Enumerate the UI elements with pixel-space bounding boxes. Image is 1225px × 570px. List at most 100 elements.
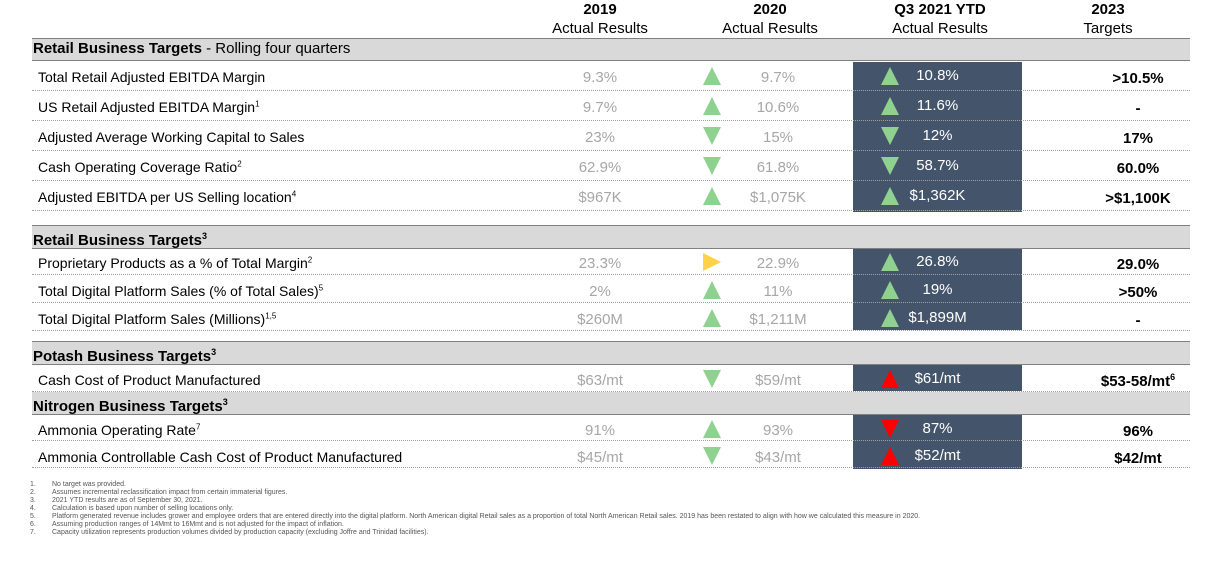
trend-flat-icon bbox=[703, 253, 721, 271]
value-2019: 2% bbox=[589, 283, 611, 300]
trend-up-icon bbox=[703, 67, 721, 85]
trend-up-icon bbox=[703, 187, 721, 205]
table-row: Adjusted EBITDA per US Selling location4… bbox=[32, 181, 1190, 211]
header-q3-2021: Q3 2021 YTD Actual Results bbox=[870, 0, 1010, 38]
value-target: $42/mt bbox=[1114, 450, 1162, 467]
value-target: 96% bbox=[1122, 423, 1154, 440]
table-row: Ammonia Controllable Cash Cost of Produc… bbox=[32, 441, 1190, 468]
value-2020: $1,075K bbox=[750, 189, 806, 206]
section-title: Potash Business Targets bbox=[33, 348, 212, 365]
value-2019: 62.9% bbox=[578, 159, 622, 176]
table-row: Total Digital Platform Sales (Millions)1… bbox=[32, 303, 1190, 331]
trend-down-icon bbox=[703, 370, 721, 388]
header-sub: Actual Results bbox=[892, 20, 988, 37]
section-title: Nitrogen Business Targets bbox=[33, 398, 223, 415]
section-header: Potash Business Targets3 bbox=[32, 341, 1190, 365]
row-label: Proprietary Products as a % of Total Mar… bbox=[38, 255, 313, 271]
trend-up-icon bbox=[881, 253, 899, 271]
trend-up-icon bbox=[881, 309, 899, 327]
footnote: 6. Assuming production ranges of 14Mmt to… bbox=[30, 521, 344, 528]
value-target: 17% bbox=[1122, 130, 1154, 147]
section-footnote: 3 bbox=[201, 231, 207, 241]
value-2019: $45/mt bbox=[577, 449, 623, 466]
row-label: Ammonia Controllable Cash Cost of Produc… bbox=[38, 449, 403, 465]
footnote: 2. Assumes incremental reclassification i… bbox=[30, 489, 288, 496]
section-header: Nitrogen Business Targets3 bbox=[32, 392, 1190, 415]
trend-down-icon bbox=[703, 447, 721, 465]
row-label: Ammonia Operating Rate7 bbox=[38, 422, 201, 438]
section-title: Retail Business Targets bbox=[33, 232, 202, 249]
trend-up-icon bbox=[881, 97, 899, 115]
value-2020: 22.9% bbox=[756, 255, 800, 272]
value-2020: 15% bbox=[762, 129, 794, 146]
trend-up-icon bbox=[703, 281, 721, 299]
value-target: 60.0% bbox=[1116, 160, 1160, 177]
header-year: 2023 bbox=[1091, 1, 1125, 18]
value-2020: $1,211M bbox=[749, 311, 807, 328]
trend-up-icon bbox=[703, 97, 721, 115]
value-q3: 12% bbox=[922, 127, 953, 144]
row-label: Adjusted Average Working Capital to Sale… bbox=[38, 129, 305, 145]
value-q3: 26.8% bbox=[916, 253, 959, 270]
value-q3: $52/mt bbox=[914, 447, 961, 464]
value-target: 29.0% bbox=[1116, 256, 1160, 273]
row-label: Cash Cost of Product Manufactured bbox=[38, 372, 261, 388]
value-target: $53-58/mt6 bbox=[1100, 372, 1176, 390]
value-target: - bbox=[1135, 312, 1141, 329]
footnote: 5. Platform generated revenue includes gr… bbox=[30, 513, 921, 520]
section-header: Retail Business Targets3 bbox=[32, 225, 1190, 249]
section-footnote: 3 bbox=[211, 347, 217, 357]
trend-up-icon bbox=[881, 67, 899, 85]
row-label: Total Digital Platform Sales (% of Total… bbox=[38, 283, 324, 299]
header-sub: Targets bbox=[1083, 20, 1133, 37]
value-q3: 19% bbox=[922, 281, 953, 298]
trend-up-red-icon bbox=[881, 370, 899, 388]
value-2020: 93% bbox=[762, 422, 794, 439]
value-q3: 58.7% bbox=[916, 157, 959, 174]
table-row: Adjusted Average Working Capital to Sale… bbox=[32, 121, 1190, 151]
header-year: 2019 bbox=[583, 1, 617, 18]
section-suffix: - Rolling four quarters bbox=[201, 40, 351, 57]
value-2020: $59/mt bbox=[755, 372, 801, 389]
value-2019: $63/mt bbox=[577, 372, 623, 389]
row-label: Total Digital Platform Sales (Millions)1… bbox=[38, 311, 277, 327]
section-title: Retail Business Targets bbox=[33, 40, 202, 57]
value-target: >50% bbox=[1118, 284, 1158, 301]
trend-up-icon bbox=[703, 309, 721, 327]
trend-down-red-icon bbox=[881, 420, 899, 438]
footnote: 4. Calculation is based upon number of se… bbox=[30, 505, 234, 512]
value-2019: 9.7% bbox=[582, 99, 618, 116]
footnote: 3. 2021 YTD results are as of September 3… bbox=[30, 497, 203, 504]
value-2019: 91% bbox=[584, 422, 616, 439]
table-row: US Retail Adjusted EBITDA Margin1 9.7% 1… bbox=[32, 91, 1190, 121]
header-sub: Actual Results bbox=[552, 20, 648, 37]
value-q3: 87% bbox=[922, 420, 953, 437]
table-row: Ammonia Operating Rate7 91% 93% 87% 96% bbox=[32, 414, 1190, 441]
value-2020: 11% bbox=[763, 283, 793, 300]
value-2019: 23% bbox=[584, 129, 616, 146]
header-year: Q3 2021 YTD bbox=[894, 1, 986, 18]
trend-down-icon bbox=[881, 157, 899, 175]
trend-up-icon bbox=[881, 187, 899, 205]
header-2023: 2023 Targets bbox=[1060, 0, 1156, 38]
value-q3: 10.8% bbox=[916, 67, 959, 84]
value-2019: 9.3% bbox=[582, 69, 618, 86]
value-2020: 61.8% bbox=[756, 159, 800, 176]
header-2020: 2020 Actual Results bbox=[715, 0, 825, 38]
table-row: Cash Cost of Product Manufactured $63/mt… bbox=[32, 364, 1190, 392]
header-sub: Actual Results bbox=[722, 20, 818, 37]
value-target: - bbox=[1135, 100, 1141, 117]
row-label: US Retail Adjusted EBITDA Margin1 bbox=[38, 99, 260, 115]
value-2020: $43/mt bbox=[755, 449, 801, 466]
value-2019: $967K bbox=[578, 189, 622, 206]
trend-up-icon bbox=[881, 281, 899, 299]
value-2019: 23.3% bbox=[578, 255, 622, 272]
value-q3: $1,899M bbox=[908, 309, 967, 326]
table-row: Total Retail Adjusted EBITDA Margin 9.3%… bbox=[32, 61, 1190, 91]
trend-down-icon bbox=[703, 127, 721, 145]
table-row: Cash Operating Coverage Ratio2 62.9% 61.… bbox=[32, 151, 1190, 181]
footnote: 1. No target was provided. bbox=[30, 481, 126, 488]
value-2019: $260M bbox=[577, 311, 623, 328]
table-row: Proprietary Products as a % of Total Mar… bbox=[32, 247, 1190, 275]
table-row: Total Digital Platform Sales (% of Total… bbox=[32, 275, 1190, 303]
